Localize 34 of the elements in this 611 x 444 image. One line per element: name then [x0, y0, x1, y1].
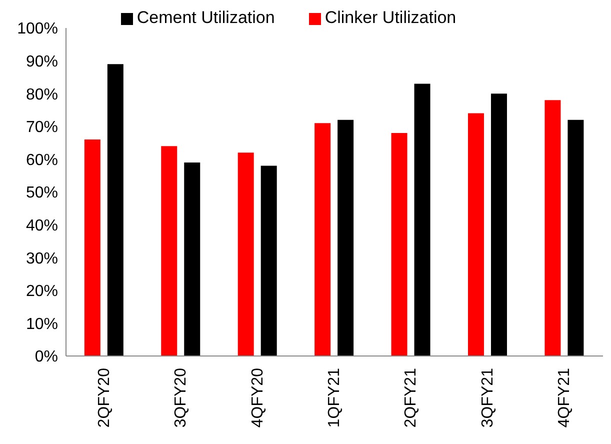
bar	[161, 146, 178, 356]
legend-label: Cement Utilization	[136, 8, 275, 27]
bar	[260, 166, 277, 356]
bar	[490, 94, 507, 356]
bar	[238, 152, 254, 356]
y-tick-label: 50%	[26, 184, 58, 202]
bar	[544, 100, 561, 356]
y-tick-label: 10%	[26, 316, 58, 333]
legend-label: Clinker Utilization	[324, 8, 456, 27]
x-tick-label: 2QFY21	[402, 368, 420, 428]
x-tick-label: 4QFY21	[556, 368, 574, 428]
bar	[468, 113, 484, 356]
y-tick-label: 90%	[26, 53, 58, 70]
x-tick-label: 3QFY21	[479, 368, 496, 428]
bar	[568, 120, 584, 356]
y-tick-label: 70%	[26, 119, 58, 136]
bar	[414, 84, 430, 356]
x-tick-label: 2QFY20	[96, 368, 113, 428]
y-tick-label: 40%	[26, 217, 58, 234]
bar	[338, 120, 354, 356]
x-tick-label: 1QFY21	[326, 368, 343, 428]
y-tick-label: 100%	[17, 20, 58, 38]
y-tick-label: 20%	[26, 283, 58, 300]
bar	[84, 140, 100, 356]
y-tick-label: 30%	[26, 250, 58, 268]
bar	[314, 123, 331, 356]
y-tick-label: 80%	[26, 86, 58, 104]
y-tick-label: 60%	[26, 152, 58, 169]
bar	[391, 132, 408, 356]
bar	[184, 162, 200, 356]
bar	[107, 64, 124, 356]
y-tick-label: 0%	[34, 348, 58, 366]
x-tick-label: 3QFY20	[172, 368, 190, 428]
x-tick-label: 4QFY20	[249, 368, 266, 428]
